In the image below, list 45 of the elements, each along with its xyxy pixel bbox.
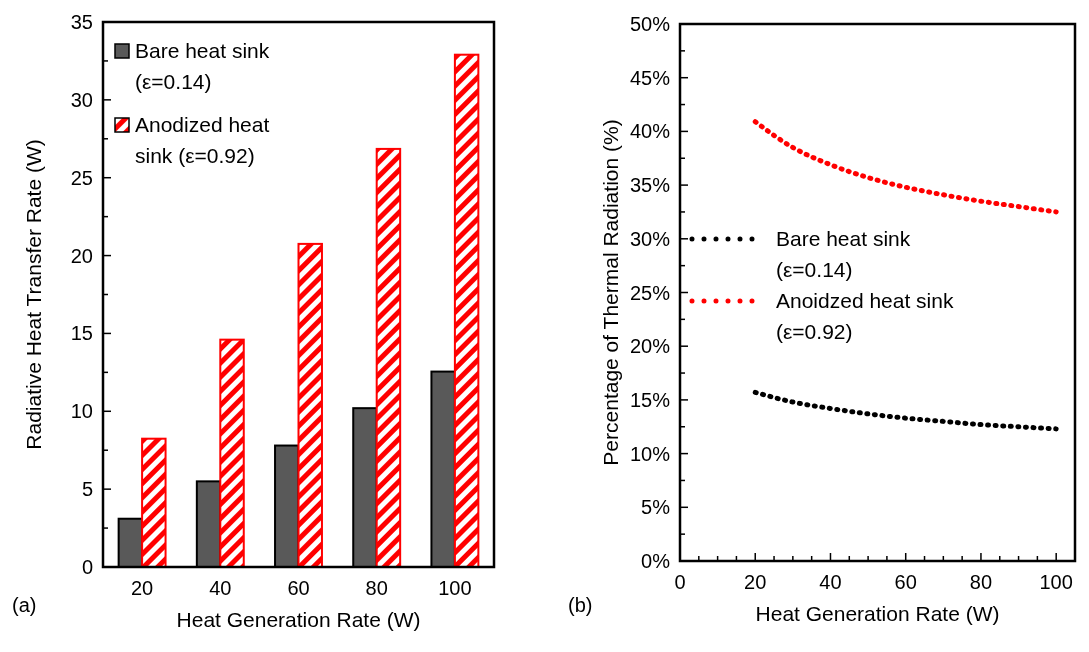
y-tick-label: 40% (629, 120, 671, 143)
y-tick-label: 20 (70, 244, 93, 267)
y-axis-title: Radiative Heat Transfer Rate (W) (22, 139, 45, 450)
y-tick-label: 35 (70, 11, 93, 33)
text: (a) (12, 594, 37, 616)
x-axis-title: Heat Generation Rate (W) (176, 608, 421, 631)
bar (219, 338, 245, 568)
y-tick-label: 15% (629, 388, 671, 411)
legend-label: Bare heat sink (ε=0.14) (776, 227, 911, 281)
x-axis-title: Heat Generation Rate (W) (755, 602, 1000, 625)
y-axis-title: Percentage of Thermal Radiation (%) (599, 119, 622, 466)
y-tick-label: 25 (70, 166, 93, 189)
bar (375, 147, 402, 568)
x-tick-label: 100 (1039, 571, 1073, 593)
legend-label: Anodized heat sink (ε=0.92) (135, 113, 270, 167)
y-tick-label: 20% (629, 335, 671, 358)
x-tick-label: 100 (438, 577, 472, 599)
y-tick-label: 35% (629, 174, 671, 197)
x-tick-label: 80 (365, 577, 388, 599)
text: (b) (568, 594, 593, 616)
x-tick-label: 0 (674, 571, 686, 593)
legend-label: Anoidzed heat sink (ε=0.92) (776, 289, 954, 343)
y-tick-label: 10 (70, 400, 93, 423)
x-tick-label: 40 (819, 571, 842, 593)
y-tick-label: 45% (629, 66, 671, 89)
y-tick-label: 50% (629, 13, 671, 35)
x-tick-label: 40 (209, 577, 232, 599)
y-tick-label: 0 (81, 556, 93, 578)
bar (453, 53, 480, 568)
y-tick-label: 30% (629, 227, 671, 250)
x-tick-label: 60 (287, 577, 310, 599)
y-tick-label: 25% (629, 281, 671, 304)
y-tick-label: 15 (70, 322, 93, 345)
y-tick-label: 5 (81, 478, 93, 501)
y-tick-label: 10% (629, 442, 671, 465)
x-tick-label: 20 (130, 577, 154, 599)
bar (297, 242, 323, 568)
y-tick-label: 30 (70, 88, 93, 111)
y-tick-label: 5% (641, 496, 671, 519)
legend-label: Bare heat sink (ε=0.14) (135, 39, 270, 93)
bar (141, 437, 167, 568)
x-tick-label: 60 (894, 571, 917, 593)
y-tick-label: 0% (641, 550, 671, 572)
x-tick-label: 80 (969, 571, 993, 593)
x-tick-label: 20 (744, 571, 767, 593)
